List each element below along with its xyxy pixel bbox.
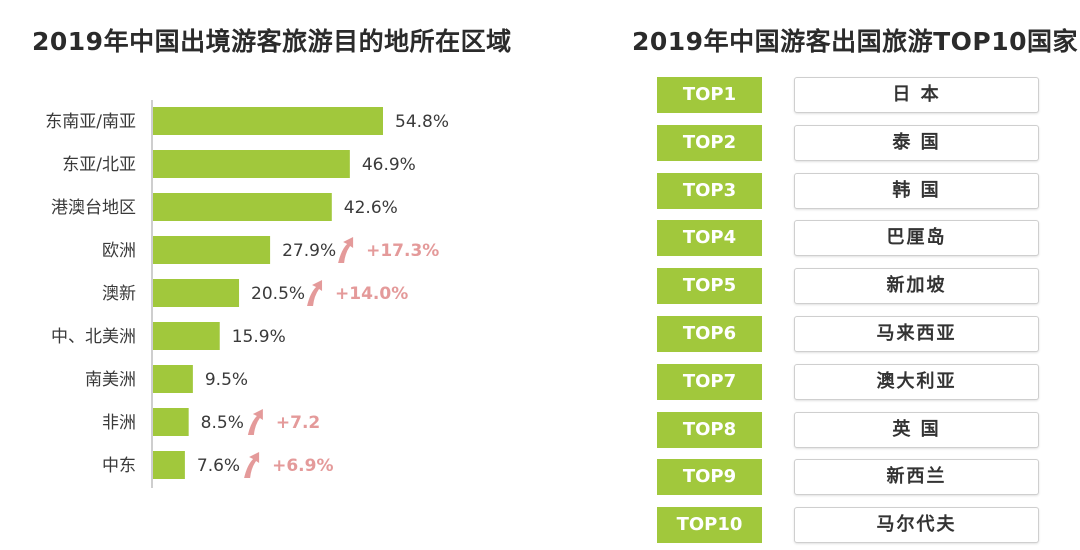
bar [153,365,193,393]
rank-badge: TOP7 [657,363,762,400]
rank-badge: TOP1 [657,77,762,113]
value-label: 46.9% [362,155,416,175]
bar-chart: 东南亚/南亚 54.8% 东亚/北亚 46.9% 港澳台地区 42.6% 欧洲 27.9% +1… [45,100,449,488]
country-name: 日 本 [794,77,1039,113]
growth-label: +14.0% [335,284,408,304]
country-name: 泰 国 [794,124,1039,161]
category-label: 南美洲 [85,370,136,390]
ranking-row: TOP4 巴厘岛 [657,220,1039,257]
ranking-row: TOP3 韩 国 [657,172,1039,209]
value-label: 15.9% [232,327,286,347]
value-label: 20.5% [251,284,305,304]
growth-arrow-icon [307,280,323,306]
ranking-row: TOP6 马来西亚 [657,316,1039,352]
country-name: 马尔代夫 [794,507,1039,544]
growth-arrow-icon [338,237,354,263]
value-label: 9.5% [205,370,248,390]
country-name: 韩 国 [794,172,1039,209]
rank-badge: TOP3 [657,172,762,209]
category-label: 欧洲 [102,241,136,261]
value-label: 27.9% [282,241,336,261]
bar [153,107,383,135]
growth-label: +6.9% [272,456,333,476]
country-name: 马来西亚 [794,316,1039,352]
rank-badge: TOP6 [657,316,762,352]
country-name: 英 国 [794,411,1039,448]
ranking-title: 2019年中国游客出国旅游TOP10国家 [632,27,1078,56]
growth-label: +7.2 [276,413,320,433]
chart-title: 2019年中国出境游客旅游目的地所在区域 [32,27,512,56]
value-label: 8.5% [201,413,244,433]
ranking-row: TOP7 澳大利亚 [657,363,1039,400]
bar [153,451,185,479]
ranking-row: TOP9 新西兰 [657,459,1039,496]
bar [153,322,220,350]
country-name: 澳大利亚 [794,363,1039,400]
country-name: 巴厘岛 [794,220,1039,257]
growth-arrow-icon [244,452,260,478]
rank-badge: TOP10 [657,507,762,544]
bar [153,150,350,178]
value-label: 7.6% [197,456,240,476]
ranking-row: TOP1 日 本 [657,77,1039,113]
rank-badge: TOP5 [657,268,762,305]
rank-badge: TOP9 [657,459,762,496]
category-label: 港澳台地区 [51,198,136,218]
bar [153,408,189,436]
value-label: 54.8% [395,112,449,132]
category-label: 中、北美洲 [51,327,136,347]
rank-badge: TOP2 [657,124,762,161]
ranking-row: TOP5 新加坡 [657,268,1039,305]
growth-label: +17.3% [366,241,439,261]
ranking-row: TOP2 泰 国 [657,124,1039,161]
country-name: 新西兰 [794,459,1039,496]
bar [153,193,332,221]
rank-badge: TOP4 [657,220,762,257]
bar [153,279,240,307]
category-label: 东南亚/南亚 [45,112,136,132]
value-label: 42.6% [344,198,398,218]
rank-badge: TOP8 [657,411,762,448]
growth-arrow-icon [247,409,263,435]
category-label: 中东 [102,456,136,476]
ranking-row: TOP10 马尔代夫 [657,507,1039,544]
category-label: 澳新 [102,284,136,304]
bar [153,236,271,264]
category-label: 东亚/北亚 [62,155,136,175]
country-name: 新加坡 [794,268,1039,305]
ranking-row: TOP8 英 国 [657,411,1039,448]
category-label: 非洲 [102,413,136,433]
